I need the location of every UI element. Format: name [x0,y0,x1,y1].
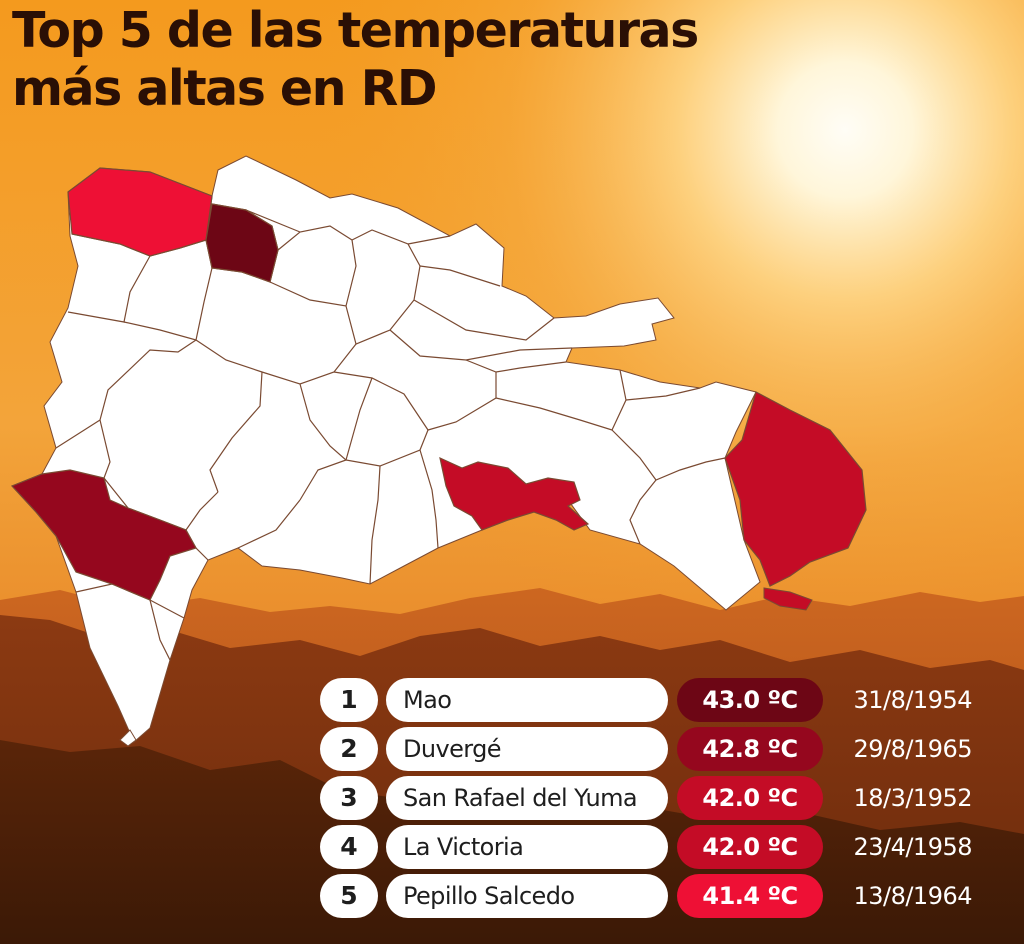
place-name: La Victoria [386,825,668,869]
page-title: Top 5 de las temperaturas más altas en R… [12,2,699,117]
province-pepillo-salcedo [67,167,213,257]
rank-number: 4 [320,825,378,869]
province-san-rafael-del-yuma [724,391,867,587]
rank-number: 3 [320,776,378,820]
place-name: Mao [386,678,668,722]
rank-number: 2 [320,727,378,771]
ranking-row: 5 Pepillo Salcedo 41.4 ºC 13/8/1964 [320,874,980,918]
rank-number: 5 [320,874,378,918]
dominican-republic-map [10,155,867,747]
temperature-value: 43.0 ºC [677,678,823,722]
ranking-row: 4 La Victoria 42.0 ºC 23/4/1958 [320,825,980,869]
rank-number: 1 [320,678,378,722]
temperature-value: 41.4 ºC [677,874,823,918]
country-outline [11,155,761,743]
province-duverge [10,469,197,601]
province-mao [205,203,279,283]
saona-island [763,587,813,611]
place-name: San Rafael del Yuma [386,776,668,820]
temperature-value: 42.8 ºC [677,727,823,771]
place-name: Duvergé [386,727,668,771]
record-date: 29/8/1965 [853,735,972,763]
ranking-row: 1 Mao 43.0 ºC 31/8/1954 [320,678,980,722]
record-date: 23/4/1958 [853,833,972,861]
ranking-row: 2 Duvergé 42.8 ºC 29/8/1965 [320,727,980,771]
province-la-victoria [439,456,590,531]
ranking-table: 1 Mao 43.0 ºC 31/8/1954 2 Duvergé 42.8 º… [320,678,980,923]
ranking-row: 3 San Rafael del Yuma 42.0 ºC 18/3/1952 [320,776,980,820]
record-date: 13/8/1964 [853,882,972,910]
record-date: 18/3/1952 [853,784,972,812]
temperature-value: 42.0 ºC [677,825,823,869]
beata-island [119,729,137,747]
record-date: 31/8/1954 [853,686,972,714]
temperature-value: 42.0 ºC [677,776,823,820]
place-name: Pepillo Salcedo [386,874,668,918]
